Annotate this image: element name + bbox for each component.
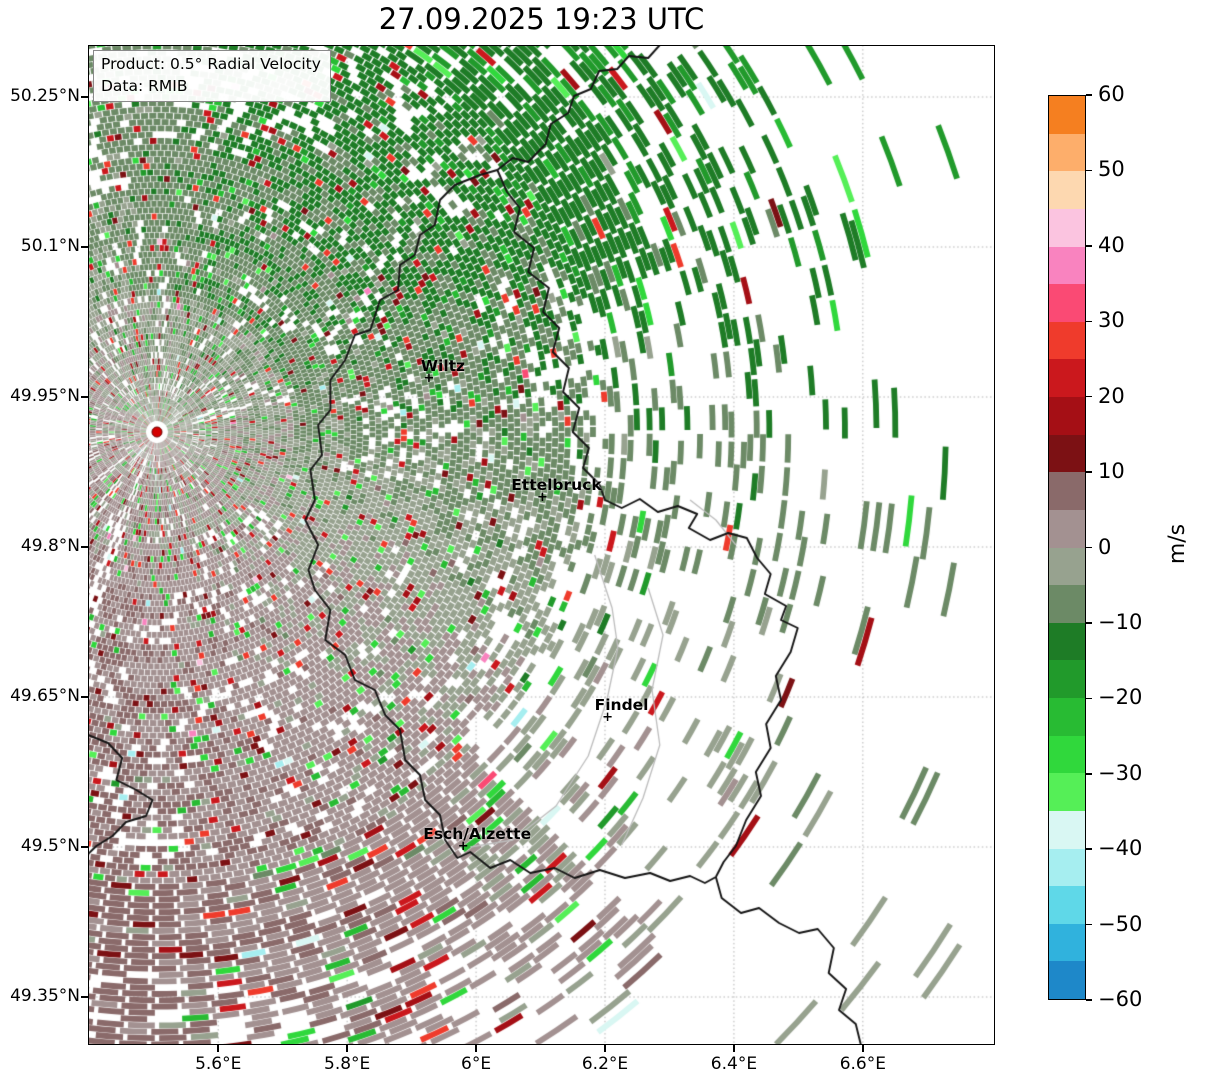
colorbar-tick-label: 0 bbox=[1098, 534, 1112, 559]
colorbar-segment bbox=[1049, 547, 1085, 586]
colorbar-tick-mark bbox=[1086, 848, 1092, 850]
x-tick-mark bbox=[604, 1045, 606, 1052]
colorbar-segment bbox=[1049, 171, 1085, 209]
y-tick-mark bbox=[81, 696, 88, 698]
colorbar-segment bbox=[1049, 359, 1085, 397]
plot-area: + Wiltz + Ettelbruck + Findel + Esch/Alzette Pr… bbox=[88, 45, 995, 1045]
x-tick-mark bbox=[733, 1045, 735, 1052]
colorbar-segment bbox=[1049, 208, 1085, 247]
colorbar-tick-mark bbox=[1086, 546, 1092, 549]
colorbar-gradient bbox=[1049, 96, 1085, 999]
y-tick-label: 50.25°N bbox=[10, 86, 80, 106]
colorbar-tick-label: 20 bbox=[1098, 383, 1125, 408]
colorbar-segment bbox=[1049, 585, 1085, 623]
x-tick-mark bbox=[862, 1045, 864, 1052]
city-marker: + bbox=[423, 371, 435, 387]
colorbar-segment bbox=[1049, 96, 1085, 134]
colorbar-tick-mark bbox=[1086, 999, 1092, 1001]
colorbar-segment bbox=[1049, 397, 1085, 435]
y-tick-mark bbox=[81, 996, 88, 998]
x-tick-label: 6.2°E bbox=[581, 1054, 629, 1074]
colorbar-tick-label: 50 bbox=[1098, 157, 1125, 182]
colorbar-tick-mark bbox=[1086, 320, 1092, 322]
x-tick-label: 6°E bbox=[461, 1054, 492, 1074]
data-source-label: Data: RMIB bbox=[101, 76, 188, 95]
colorbar-tick-label: −10 bbox=[1098, 609, 1143, 634]
colorbar-tick-label: −50 bbox=[1098, 911, 1143, 936]
y-tick-label: 49.95°N bbox=[10, 386, 80, 406]
colorbar-tick-mark bbox=[1086, 245, 1092, 247]
colorbar-tick-label: 10 bbox=[1098, 459, 1125, 484]
y-tick-mark bbox=[81, 396, 88, 398]
colorbar-segment bbox=[1049, 622, 1085, 661]
colorbar-segment bbox=[1049, 509, 1085, 548]
colorbar-tick-mark bbox=[1086, 923, 1092, 926]
city-marker: + bbox=[457, 839, 469, 855]
x-tick-mark bbox=[475, 1045, 477, 1052]
colorbar-segment bbox=[1049, 321, 1085, 360]
city-label: Findel bbox=[594, 696, 649, 714]
y-tick-label: 49.35°N bbox=[10, 986, 80, 1006]
colorbar-segment bbox=[1049, 923, 1085, 962]
radar-velocity-canvas bbox=[88, 45, 995, 1045]
colorbar-tick-mark bbox=[1086, 773, 1092, 775]
colorbar bbox=[1048, 95, 1086, 1000]
colorbar-tick-label: −20 bbox=[1098, 685, 1143, 710]
y-tick-mark bbox=[81, 846, 88, 848]
colorbar-tick-label: 40 bbox=[1098, 232, 1125, 257]
colorbar-segment bbox=[1049, 660, 1085, 698]
colorbar-segment bbox=[1049, 773, 1085, 811]
x-tick-label: 6.6°E bbox=[839, 1054, 886, 1074]
product-label: Product: 0.5° Radial Velocity bbox=[101, 55, 321, 73]
city-label: Esch/Alzette bbox=[423, 825, 532, 843]
colorbar-segment bbox=[1049, 961, 1085, 999]
colorbar-unit-label: m/s bbox=[1165, 523, 1190, 565]
y-tick-label: 49.65°N bbox=[10, 686, 80, 706]
city-marker: + bbox=[537, 490, 548, 506]
colorbar-tick-label: 30 bbox=[1098, 308, 1125, 333]
colorbar-segment bbox=[1049, 472, 1085, 510]
colorbar-segment bbox=[1049, 886, 1085, 924]
city-annotations: + Wiltz + Ettelbruck + Findel + Esch/Alzette bbox=[88, 45, 995, 1045]
x-tick-mark bbox=[217, 1045, 219, 1052]
x-tick-label: 5.8°E bbox=[324, 1054, 371, 1074]
y-tick-mark bbox=[81, 96, 88, 98]
colorbar-segment bbox=[1049, 434, 1085, 473]
colorbar-tick-mark bbox=[1086, 395, 1092, 398]
colorbar-segment bbox=[1049, 810, 1085, 849]
colorbar-tick-mark bbox=[1086, 94, 1092, 96]
y-tick-mark bbox=[81, 246, 88, 248]
product-info-box: Product: 0.5° Radial Velocity Data: RMIB bbox=[93, 50, 331, 103]
colorbar-segment bbox=[1049, 133, 1085, 172]
colorbar-tick-label: −30 bbox=[1098, 760, 1143, 785]
colorbar-tick-mark bbox=[1086, 622, 1092, 624]
colorbar-tick-mark bbox=[1086, 697, 1092, 700]
colorbar-tick-mark bbox=[1086, 169, 1092, 172]
colorbar-tick-label: 60 bbox=[1098, 82, 1125, 106]
x-tick-label: 6.4°E bbox=[710, 1054, 758, 1074]
colorbar-segment bbox=[1049, 284, 1085, 322]
colorbar-segment bbox=[1049, 735, 1085, 774]
y-tick-label: 49.5°N bbox=[20, 836, 80, 856]
colorbar-segment bbox=[1049, 246, 1085, 285]
colorbar-tick-label: −40 bbox=[1098, 836, 1143, 861]
x-tick-mark bbox=[346, 1045, 348, 1052]
colorbar-segment bbox=[1049, 848, 1085, 887]
y-tick-label: 50.1°N bbox=[20, 236, 80, 256]
x-tick-label: 5.6°E bbox=[195, 1054, 242, 1074]
city-marker: + bbox=[602, 710, 614, 726]
colorbar-tick-label: −60 bbox=[1098, 987, 1143, 1011]
colorbar-tick-mark bbox=[1086, 471, 1092, 473]
figure-title: 27.09.2025 19:23 UTC bbox=[378, 2, 705, 36]
city-label: Ettelbruck bbox=[511, 476, 602, 494]
y-tick-mark bbox=[81, 546, 88, 548]
y-tick-label: 49.8°N bbox=[20, 536, 80, 556]
city-label: Wiltz bbox=[420, 357, 466, 375]
colorbar-segment bbox=[1049, 698, 1085, 736]
